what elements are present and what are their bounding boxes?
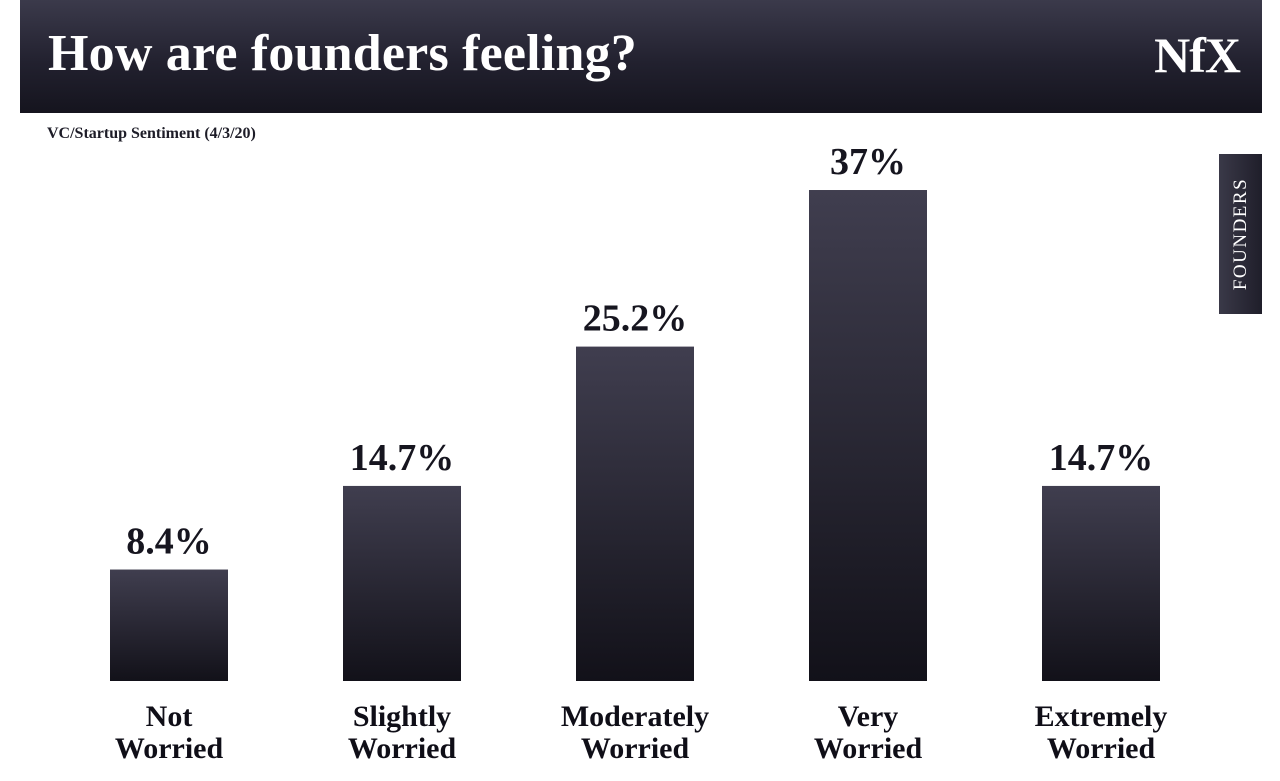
category-label-4-line-0: Extremely xyxy=(1035,700,1168,733)
bars-group: 8.4%NotWorried14.7%SlightlyWorried25.2%M… xyxy=(110,141,1167,765)
bar-4 xyxy=(1042,485,1160,681)
bar-value-label-4: 14.7% xyxy=(1049,437,1154,479)
category-label-4-line-1: Worried xyxy=(1047,732,1156,765)
chart-subtitle: VC/Startup Sentiment (4/3/20) xyxy=(47,125,256,142)
chart-header: How are founders feeling? NfX xyxy=(20,0,1262,113)
bar-0 xyxy=(110,569,228,681)
chart-title: How are founders feeling? xyxy=(48,25,637,82)
category-label-2-line-0: Moderately xyxy=(561,700,709,733)
bar-2 xyxy=(576,346,694,681)
category-label-3-line-1: Worried xyxy=(814,732,923,765)
bar-value-label-3: 37% xyxy=(830,141,906,183)
category-label-1-line-1: Worried xyxy=(348,732,457,765)
bar-value-label-1: 14.7% xyxy=(350,437,455,479)
bar-value-label-2: 25.2% xyxy=(583,298,688,340)
founders-side-tab: FOUNDERS xyxy=(1219,154,1262,314)
bar-1 xyxy=(343,485,461,681)
nfx-logo: NfX xyxy=(1154,27,1241,83)
category-label-1-line-0: Slightly xyxy=(353,700,451,733)
category-label-0-line-0: Not xyxy=(146,700,193,733)
bar-3 xyxy=(809,190,927,681)
category-label-2-line-1: Worried xyxy=(581,732,690,765)
category-label-3-line-0: Very xyxy=(838,700,899,733)
bar-value-label-0: 8.4% xyxy=(126,521,212,563)
category-label-0-line-1: Worried xyxy=(115,732,224,765)
